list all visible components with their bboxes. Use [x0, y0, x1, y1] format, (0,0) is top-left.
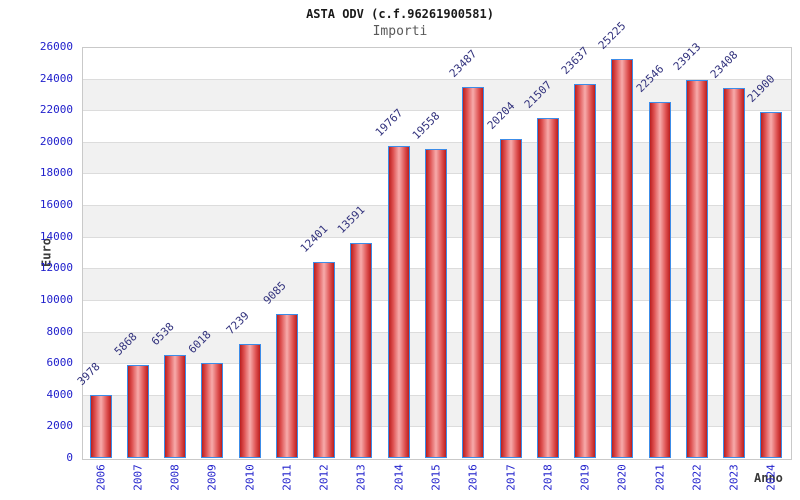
bar [164, 355, 186, 458]
y-tick-label: 20000 [39, 134, 73, 148]
bar [350, 243, 372, 458]
bar [313, 262, 335, 458]
x-tick-label: 2017 [504, 464, 518, 491]
x-tick-label: 2024 [764, 464, 778, 491]
x-tick-label: 2021 [653, 464, 667, 491]
x-axis-title: Anno [754, 471, 783, 485]
x-tick-label: 2008 [168, 464, 182, 491]
y-tick-label: 10000 [39, 292, 73, 306]
grid-band [83, 111, 791, 143]
y-tick-label: 6000 [46, 356, 74, 370]
y-tick-label: 16000 [39, 198, 73, 212]
x-tick-label: 2014 [392, 464, 406, 491]
x-tick-label: 2010 [243, 464, 257, 491]
bar [388, 146, 410, 458]
bar [90, 395, 112, 458]
bar [723, 88, 745, 458]
y-tick-label: 4000 [46, 387, 74, 401]
grid-band [83, 79, 791, 112]
bar [649, 102, 671, 458]
y-tick-label: 0 [66, 451, 73, 464]
chart-title: ASTA ODV (c.f.96261900581) [306, 7, 494, 21]
x-tick-label: 2013 [354, 464, 368, 491]
bar [127, 365, 149, 458]
y-tick-label: 18000 [39, 166, 73, 180]
bar [537, 118, 559, 458]
y-tick-label: 22000 [39, 103, 73, 117]
x-tick-label: 2016 [466, 464, 480, 491]
y-tick-label: 2000 [46, 419, 74, 433]
x-tick-label: 2012 [317, 464, 331, 491]
y-tick-label: 24000 [39, 71, 73, 85]
y-tick-label: 8000 [46, 324, 74, 338]
bar [201, 363, 223, 458]
x-tick-label: 2006 [94, 464, 108, 491]
chart-subtitle: Importi [372, 24, 428, 39]
bar [462, 87, 484, 458]
grid-band [83, 48, 791, 80]
x-tick-label: 2007 [131, 464, 145, 491]
x-tick-label: 2023 [727, 464, 741, 491]
y-tick-label: 14000 [39, 229, 73, 243]
x-tick-label: 2022 [690, 464, 704, 491]
grid-line [83, 78, 791, 80]
bar [239, 344, 261, 458]
bar [611, 59, 633, 458]
x-tick-label: 2019 [578, 464, 592, 491]
x-tick-label: 2015 [429, 464, 443, 491]
y-tick-label: 12000 [39, 261, 73, 275]
x-tick-label: 2009 [205, 464, 219, 491]
bar [574, 84, 596, 458]
grid-line [83, 141, 791, 143]
bar [500, 139, 522, 458]
x-tick-label: 2018 [541, 464, 555, 491]
x-tick-label: 2011 [280, 464, 294, 491]
bar [276, 314, 298, 458]
y-tick-label: 26000 [39, 40, 73, 53]
bar [760, 112, 782, 458]
bar [425, 149, 447, 458]
bar [686, 80, 708, 458]
grid-line [83, 110, 791, 112]
x-tick-label: 2020 [615, 464, 629, 491]
